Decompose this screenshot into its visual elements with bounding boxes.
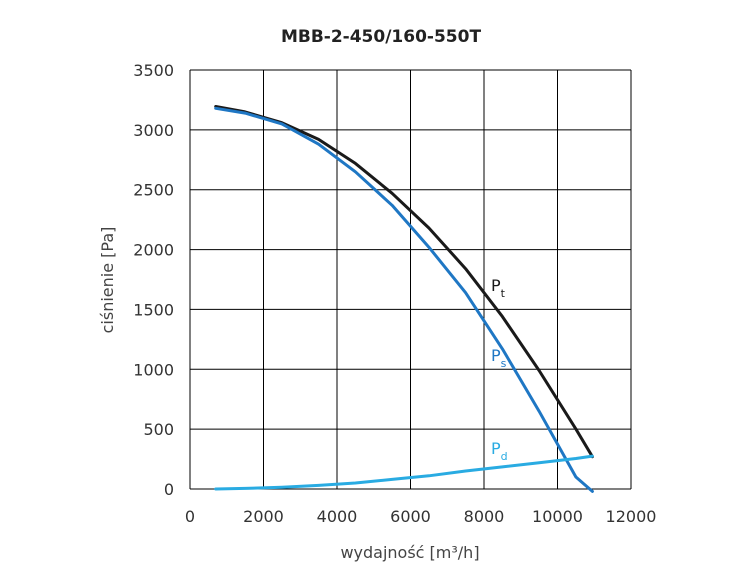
y-tick-label: 2000: [133, 241, 174, 260]
y-tick-label: 0: [164, 480, 174, 499]
x-tick-label: 12000: [606, 507, 657, 526]
y-tick-label: 500: [143, 420, 174, 439]
series-lines: [214, 105, 594, 493]
x-tick-label: 10000: [532, 507, 583, 526]
y-axis-label: ciśnienie [Pa]: [98, 227, 117, 334]
series-line-pd: [214, 454, 594, 491]
y-tick-label: 2500: [133, 181, 174, 200]
series-line-ps: [214, 106, 594, 493]
x-tick-label: 0: [185, 507, 195, 526]
x-tick-label: 8000: [464, 507, 505, 526]
y-tick-label: 1000: [133, 360, 174, 379]
x-tick-label: 4000: [317, 507, 358, 526]
y-tick-label: 3000: [133, 121, 174, 140]
y-tick-label: 1500: [133, 300, 174, 319]
series-label-ps: Ps: [491, 346, 507, 370]
x-tick-label: 6000: [390, 507, 431, 526]
series-label-pt: Pt: [491, 276, 506, 300]
tick-labels: 0 2000 4000 6000 8000 10000 12000 0 500 1000 1500 2…: [133, 61, 656, 526]
x-axis-label: wydajność [m³/h]: [340, 543, 479, 562]
grid: [189, 69, 632, 490]
series-label-pd: Pd: [491, 439, 508, 463]
x-tick-label: 2000: [243, 507, 284, 526]
series-labels: Pt Ps Pd: [491, 276, 508, 463]
chart-title: MBB-2-450/160-550T: [281, 27, 481, 47]
y-tick-label: 3500: [133, 61, 174, 80]
